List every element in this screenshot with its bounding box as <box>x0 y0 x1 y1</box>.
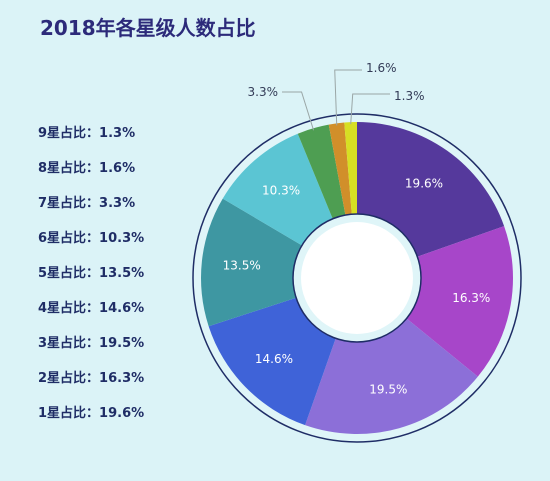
slice-label-3星: 19.5% <box>369 383 407 397</box>
slice-4星 <box>208 297 336 426</box>
donut-slices <box>200 122 513 435</box>
callout-line-9星 <box>350 93 390 125</box>
legend: 9星占比：1.3% 8星占比：1.6% 7星占比：3.3% 6星占比：10.3%… <box>38 116 198 431</box>
callout-label-9星: 1.3% <box>394 89 425 103</box>
legend-item-6: 6星占比：10.3% <box>38 231 145 246</box>
slice-5星 <box>200 198 302 327</box>
slice-9星 <box>344 122 357 215</box>
legend-item-3: 3星占比：19.5% <box>38 336 145 351</box>
legend-item-5: 5星占比：13.5% <box>38 266 145 281</box>
legend-item-1: 1星占比：19.6% <box>38 406 145 421</box>
legend-item-8: 8星占比：1.6% <box>38 161 136 176</box>
legend-item-7: 7星占比：3.3% <box>38 196 136 211</box>
slice-label-6星: 10.3% <box>262 183 300 197</box>
slice-label-4星: 14.6% <box>255 352 293 366</box>
legend-item-9: 9星占比：1.3% <box>38 126 136 141</box>
slice-1星 <box>357 122 505 257</box>
callout-line-7星 <box>282 91 315 131</box>
slice-label-1星: 19.6% <box>405 176 443 190</box>
callout-label-8星: 1.6% <box>366 61 397 75</box>
slice-7星 <box>297 124 346 219</box>
slice-label-2星: 16.3% <box>452 291 490 305</box>
donut-labels: 19.6% 16.3% 19.5% 14.6% 13.5% 10.3% 3.3% 1.6% 1.… <box>223 61 491 397</box>
legend-item-4: 4星占比：14.6% <box>38 301 145 316</box>
chart-title: 2018年各星级人数占比 <box>40 16 256 40</box>
slice-8星 <box>328 122 352 216</box>
slice-label-5星: 13.5% <box>223 258 261 272</box>
slice-2星 <box>406 226 513 377</box>
legend-item-2: 2星占比：16.3% <box>38 371 145 386</box>
slice-6星 <box>222 133 333 246</box>
donut-hole <box>301 222 413 334</box>
slice-3星 <box>305 318 478 435</box>
callout-line-8星 <box>334 69 362 126</box>
callout-label-7星: 3.3% <box>248 85 279 99</box>
